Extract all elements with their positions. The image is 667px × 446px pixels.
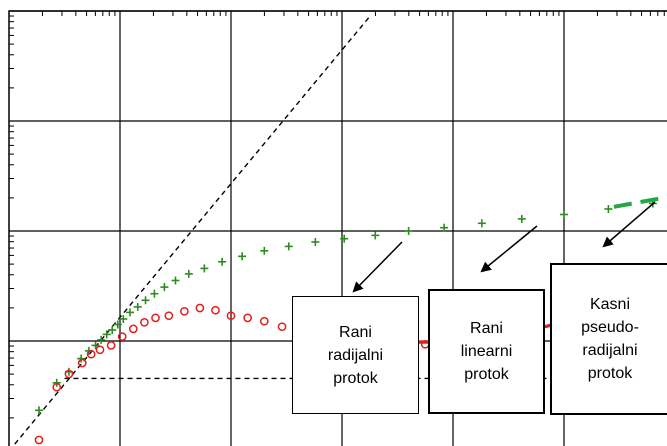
data-point-circle xyxy=(77,358,87,368)
data-point-plus xyxy=(108,326,117,334)
data-point-circle xyxy=(211,305,220,315)
data-point-plus xyxy=(404,227,413,235)
data-point-circle xyxy=(164,311,174,321)
callout-arrows xyxy=(352,201,656,293)
data-point-plus xyxy=(440,223,449,232)
callout-early-radial: Rani radijalni protok xyxy=(292,296,419,414)
data-point-circle xyxy=(86,349,96,359)
data-point-plus xyxy=(125,308,134,317)
callout-arrow xyxy=(480,225,538,273)
data-point-plus xyxy=(604,205,613,213)
data-point-plus xyxy=(171,276,180,285)
callout-line: protok xyxy=(464,366,509,383)
data-point-circle xyxy=(226,311,236,321)
data-point-plus xyxy=(34,406,43,415)
callout-line: protok xyxy=(333,369,378,387)
data-point-plus xyxy=(340,234,349,243)
callout-line: pseudo- xyxy=(581,319,639,336)
data-point-circle xyxy=(140,317,149,327)
callout-line: linearni xyxy=(460,343,513,360)
data-point-circle xyxy=(195,303,205,313)
minor-ticks xyxy=(9,11,665,419)
data-point-plus xyxy=(218,257,227,266)
data-point-circle xyxy=(52,382,62,392)
data-point-plus xyxy=(311,238,320,246)
data-point-circle xyxy=(64,369,74,379)
data-point-plus xyxy=(102,330,111,339)
data-point-plus xyxy=(91,341,100,350)
data-point-circle xyxy=(243,313,252,323)
callout-early-linear-text: Rani linearni protok xyxy=(461,317,513,386)
data-point-plus xyxy=(141,296,150,305)
data-point-circle xyxy=(259,316,269,326)
callout-late-pseudoradial: Kasni pseudo- radijalni protok xyxy=(550,263,667,415)
data-point-plus xyxy=(517,214,526,223)
data-point-plus xyxy=(113,320,122,329)
data-point-plus xyxy=(119,315,128,323)
data-point-circle xyxy=(277,322,287,332)
data-point-plus xyxy=(200,264,209,273)
callout-arrow xyxy=(602,201,656,248)
data-point-plus xyxy=(160,283,169,292)
data-point-plus xyxy=(97,335,106,344)
callout-early-linear: Rani linearni protok xyxy=(428,289,545,414)
data-point-circle xyxy=(151,313,160,323)
plot-frame xyxy=(8,10,667,446)
data-point-plus xyxy=(184,269,193,278)
data-point-plus xyxy=(52,378,61,387)
callout-late-pseudoradial-text: Kasni pseudo- radijalni protok xyxy=(581,293,639,385)
data-point-circle xyxy=(128,324,138,334)
data-point-plus xyxy=(560,210,568,219)
fit-line xyxy=(613,195,667,209)
callout-line: radijalni xyxy=(327,346,384,364)
data-point-circle xyxy=(180,306,189,316)
callout-arrow xyxy=(352,241,403,293)
data-point-circle xyxy=(95,345,105,355)
data-point-circle xyxy=(117,332,127,341)
data-point-plus xyxy=(284,242,293,251)
data-point-plus xyxy=(477,219,486,228)
callout-line: protok xyxy=(587,365,633,382)
data-point-plus xyxy=(371,231,380,240)
callout-line: Kasni xyxy=(589,296,630,313)
callout-line: radijalni xyxy=(582,342,638,359)
data-point-circle xyxy=(106,341,116,350)
data-point-circle xyxy=(34,435,44,445)
callout-line: Rani xyxy=(470,320,503,337)
data-point-plus xyxy=(77,354,86,363)
data-point-plus xyxy=(238,252,247,261)
data-point-plus xyxy=(260,246,269,255)
data-point-plus xyxy=(133,302,142,311)
callout-early-radial-text: Rani radijalni protok xyxy=(328,321,383,390)
data-point-plus xyxy=(150,289,159,298)
callout-line: Rani xyxy=(339,323,372,341)
